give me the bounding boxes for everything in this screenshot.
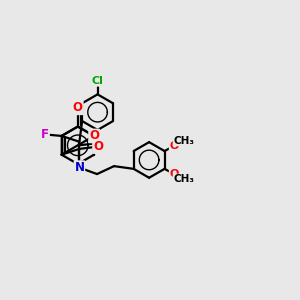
Text: CH₃: CH₃ [173,174,194,184]
Text: O: O [93,140,103,153]
Text: O: O [89,129,99,142]
Text: Cl: Cl [92,76,104,86]
Text: N: N [74,161,84,174]
Text: O: O [73,101,83,114]
Text: O: O [169,141,179,151]
Text: CH₃: CH₃ [173,136,194,146]
Text: O: O [169,169,179,179]
Text: F: F [41,128,49,141]
